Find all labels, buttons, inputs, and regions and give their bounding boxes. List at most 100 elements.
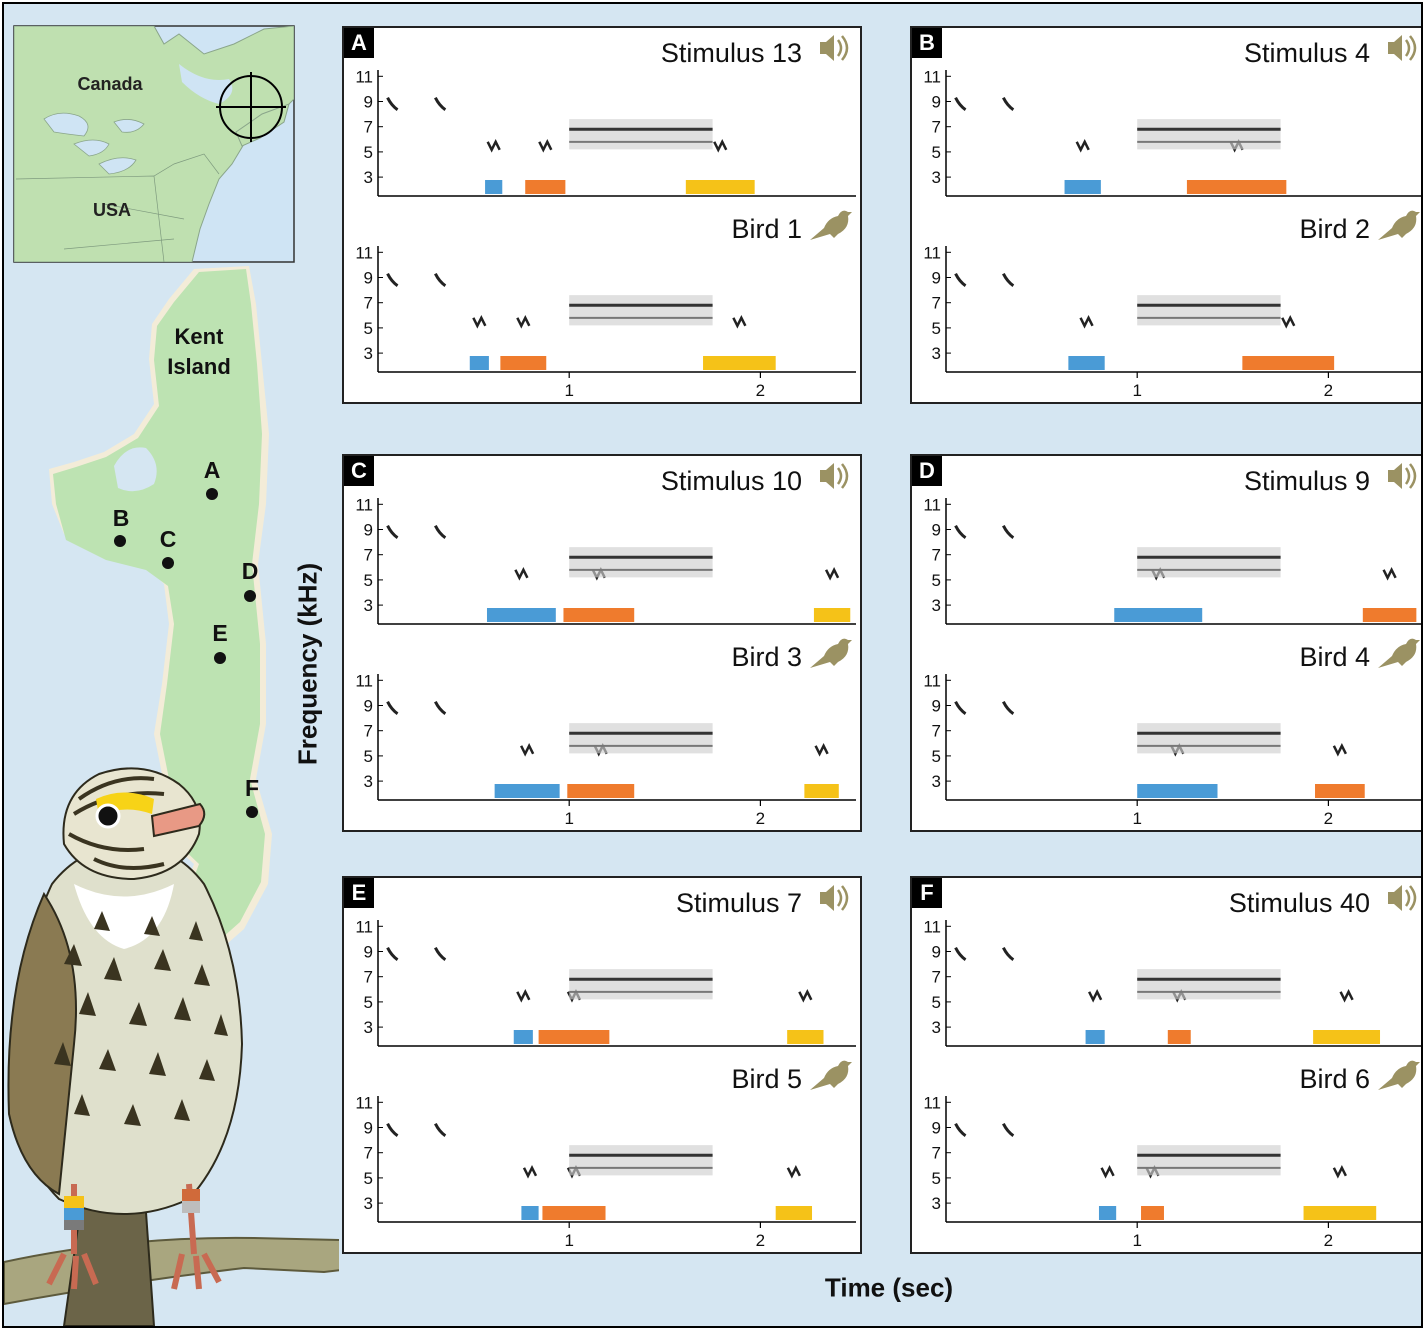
y-tick-label: 11	[355, 67, 373, 86]
song-element	[486, 139, 501, 153]
bird-label: Bird 1	[731, 214, 802, 244]
bird-silhouette	[1378, 638, 1420, 668]
speaker-icon	[1388, 463, 1417, 489]
song-element	[516, 989, 531, 1003]
blue-phrase-bar	[494, 784, 560, 798]
song-element	[732, 315, 747, 329]
site-c: C	[160, 526, 176, 569]
speaker-icon	[820, 463, 849, 489]
site-label: B	[113, 505, 130, 531]
site-label: D	[242, 558, 259, 584]
stimulus-spectrogram: 11 9 7 5 3 Stimulus 7	[355, 885, 856, 1047]
orange-phrase-bar	[538, 1030, 610, 1044]
song-element	[1339, 989, 1354, 1003]
song-element	[1281, 315, 1296, 329]
orange-phrase-bar	[542, 1206, 606, 1220]
orange-phrase-bar	[1186, 180, 1287, 194]
y-tick-label: 11	[923, 917, 941, 936]
blue-phrase-bar	[513, 1030, 533, 1044]
song-element	[713, 139, 728, 153]
speaker-wave	[841, 885, 849, 911]
blue-phrase-bar	[469, 356, 489, 370]
speaker-wave	[1404, 889, 1411, 907]
y-tick-label: 11	[355, 243, 373, 262]
site-marker	[206, 488, 218, 500]
y-tick-label: 7	[932, 968, 941, 987]
speaker-wave	[836, 39, 843, 57]
x-tick-label: 1	[564, 1231, 573, 1250]
y-tick-label: 7	[364, 722, 373, 741]
panel-svg: 11 9 7 5 3 Stimulus 9 11 9 7 5 3 Bird 4 1 2	[923, 463, 1421, 828]
song-chirp	[954, 947, 967, 961]
y-tick-label: 7	[364, 118, 373, 137]
yellow-phrase-bar	[1313, 1030, 1381, 1044]
inset-nova-scotia	[235, 103, 290, 147]
y-tick-label: 9	[364, 943, 373, 962]
blue-phrase-bar	[1137, 784, 1218, 798]
song-chirp	[386, 947, 399, 961]
song-chirp	[434, 97, 447, 111]
blue-phrase-bar	[486, 608, 556, 622]
y-tick-label: 5	[364, 1169, 373, 1188]
panel-f: 11 9 7 5 3 Stimulus 40 11 9 7 5 3 Bird 6 1 2 F	[910, 876, 1421, 1254]
y-tick-label: 3	[932, 1194, 941, 1213]
yellow-phrase-bar	[787, 1030, 824, 1044]
site-marker	[244, 590, 256, 602]
y-tick-label: 9	[932, 943, 941, 962]
song-element	[522, 1165, 538, 1179]
y-tick-label: 7	[364, 546, 373, 565]
inset-borders	[15, 153, 220, 262]
y-tick-label: 5	[932, 993, 941, 1012]
song-element	[824, 567, 840, 581]
song-element	[1075, 139, 1090, 153]
bird-spectrogram: 11 9 7 5 3 Bird 4 1 2	[923, 638, 1421, 828]
buzz-band	[569, 295, 713, 326]
yellow-phrase-bar	[804, 784, 839, 798]
song-element	[798, 989, 813, 1003]
time-axis-label: Time (sec)	[824, 1272, 954, 1303]
site-d: D	[242, 558, 259, 602]
stimulus-label: Stimulus 7	[676, 888, 802, 918]
orange-phrase-bar	[1141, 1206, 1164, 1220]
bird-spectrogram: 11 9 7 5 3 Bird 6 1 2	[923, 1060, 1421, 1250]
y-tick-label: 9	[932, 1119, 941, 1138]
speaker-icon	[1388, 35, 1417, 61]
bird-label: Bird 2	[1299, 214, 1370, 244]
speaker-body	[1388, 885, 1402, 911]
y-tick-label: 5	[364, 319, 373, 338]
site-e: E	[212, 620, 228, 664]
island-label-island: Island	[167, 354, 231, 379]
panel-letter: C	[344, 456, 374, 486]
bird-spectrogram: 11 9 7 5 3 Bird 2 1 2	[923, 210, 1421, 400]
song-chirp	[954, 273, 967, 287]
panel-b: 11 9 7 5 3 Stimulus 4 11 9 7 5 3 Bird 2 1 2 B	[910, 26, 1421, 404]
buzz-band	[1137, 295, 1281, 326]
stimulus-label: Stimulus 4	[1244, 38, 1370, 68]
blue-phrase-bar	[1085, 1030, 1105, 1044]
speaker-body	[820, 463, 834, 489]
y-tick-label: 11	[355, 1093, 373, 1112]
kent-island: Kent Island A B C D E F	[49, 266, 272, 969]
song-element	[814, 743, 829, 757]
stimulus-spectrogram: 11 9 7 5 3 Stimulus 9	[923, 463, 1421, 625]
y-tick-label: 3	[364, 344, 373, 363]
yellow-phrase-bar	[1303, 1206, 1377, 1220]
buzz-band	[1137, 723, 1281, 754]
song-element	[1079, 315, 1094, 329]
orange-phrase-bar	[1167, 1030, 1191, 1044]
y-tick-label: 5	[932, 1169, 941, 1188]
site-b: B	[113, 505, 130, 547]
orange-phrase-bar	[567, 784, 635, 798]
site-label: E	[212, 620, 227, 646]
song-chirp	[1002, 1123, 1015, 1137]
x-tick-label: 2	[1324, 1231, 1333, 1250]
inset-gulf	[179, 64, 233, 104]
song-element	[1332, 1165, 1347, 1179]
orange-phrase-bar	[1242, 356, 1335, 370]
blue-phrase-bar	[485, 180, 503, 194]
buzz-band	[569, 1145, 713, 1176]
blue-phrase-bar	[1098, 1206, 1117, 1220]
speaker-wave	[1404, 467, 1411, 485]
buzz-band	[1137, 969, 1281, 1000]
